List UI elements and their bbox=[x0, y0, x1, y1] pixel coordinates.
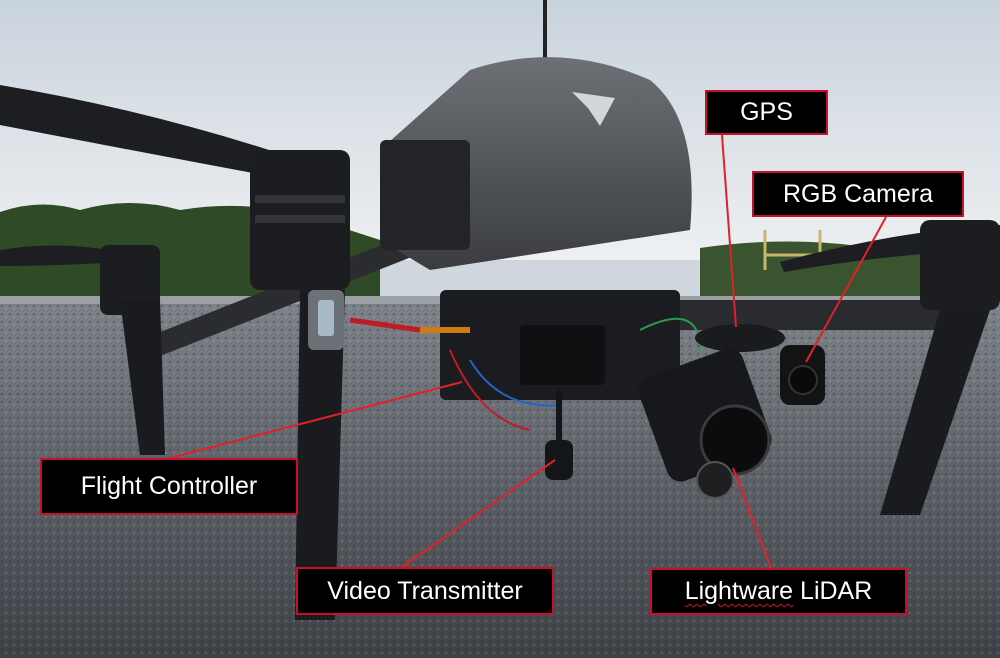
gps-puck bbox=[695, 324, 785, 352]
rgb-camera-label: RGB Camera bbox=[752, 171, 964, 217]
landing-leg-right bbox=[880, 310, 990, 515]
motor-left bbox=[250, 150, 350, 290]
leader-lines bbox=[169, 134, 887, 569]
lidar-unit bbox=[638, 348, 772, 499]
battery-block bbox=[380, 140, 470, 250]
gps-label: GPS bbox=[705, 90, 828, 135]
video-transmitter-unit bbox=[545, 440, 573, 480]
flight-controller-label-text: Flight Controller bbox=[80, 472, 258, 500]
video-transmitter-label-text: Video Transmitter bbox=[327, 576, 523, 605]
motor-right bbox=[920, 220, 1000, 310]
flight-controller-label: Flight Controller bbox=[40, 458, 298, 515]
leader-line-lidar bbox=[732, 467, 772, 569]
lidar-label-word1: Lightware bbox=[684, 577, 794, 605]
leader-line-rgb-camera bbox=[805, 216, 887, 363]
leader-line-video-transmitter bbox=[401, 459, 556, 568]
brand-logo bbox=[572, 92, 615, 126]
lidar-label-space bbox=[793, 579, 800, 604]
gps-label-text: GPS bbox=[740, 98, 793, 126]
video-transmitter-label: Video Transmitter bbox=[296, 567, 554, 615]
leader-line-gps bbox=[721, 134, 737, 328]
leader-line-flight-controller bbox=[169, 381, 463, 459]
landing-leg-back bbox=[120, 300, 165, 455]
landing-leg-left bbox=[295, 290, 345, 620]
propeller-left bbox=[0, 85, 300, 180]
wiring bbox=[349, 317, 701, 431]
rgb-camera-label-text: RGB Camera bbox=[782, 179, 934, 208]
lidar-label-word2: LiDAR bbox=[800, 577, 873, 605]
motor-back-left bbox=[100, 245, 160, 315]
lidar-label: Lightware LiDAR bbox=[650, 568, 907, 615]
